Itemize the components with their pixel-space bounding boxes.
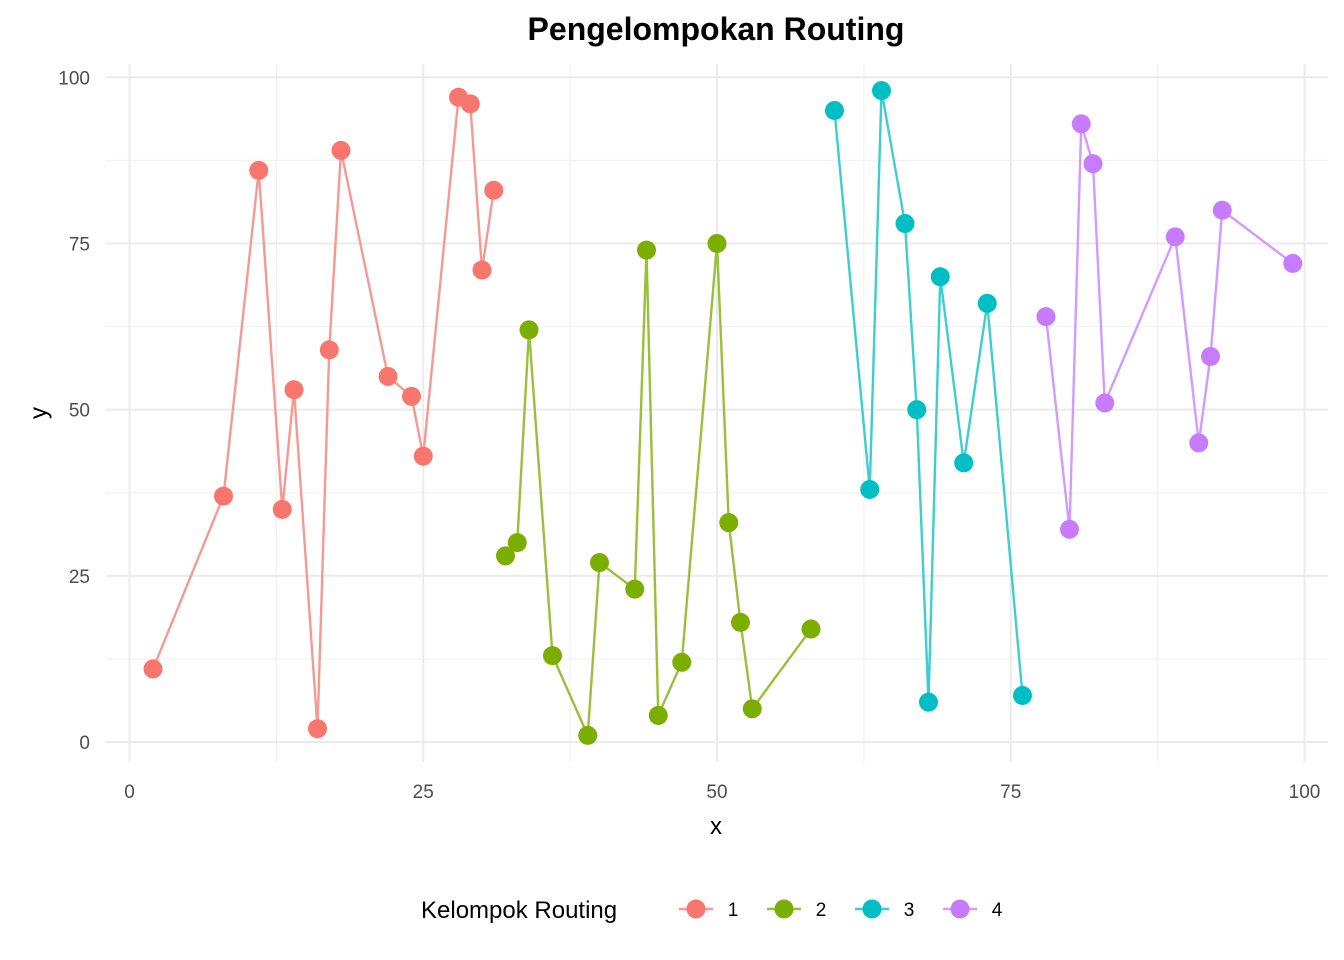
series-2-point [672,652,692,672]
series-1-point [143,659,163,679]
series-4-point [1095,393,1115,413]
series-points [143,81,1303,745]
series-4-point [1212,200,1232,220]
y-axis-title: y [25,407,52,419]
series-1-point [214,486,233,506]
legend-label: 2 [816,900,827,921]
legend: Kelompok Routing 1 2 3 4 [421,897,1003,924]
series-2-point [707,233,727,253]
series-4-point [1283,253,1303,273]
series-2-point [507,533,527,553]
series-3-point [1013,686,1032,706]
x-axis-title: x [710,813,722,840]
legend-key-point [774,899,794,919]
legend-key-point [862,899,882,919]
series-4-point [1189,433,1209,453]
y-tick-label: 25 [69,567,90,588]
series-2-point [590,553,609,573]
series-4-line [1044,122,1294,531]
series-1-point [402,386,421,406]
chart-title: Pengelompokan Routing [528,11,905,47]
legend-items: 1 2 3 4 [679,899,1003,921]
series-1-point [378,366,398,386]
series-4-point [1083,154,1103,174]
y-axis-ticks: 0 25 50 75 100 [58,68,90,754]
series-1-point [484,180,504,200]
y-tick-label: 75 [69,234,90,255]
series-3-point [919,692,938,712]
series-2-point [543,646,562,666]
series-2-point [578,725,598,745]
series-1-point [308,719,327,739]
series-2-point [496,546,515,566]
series-2-point [801,619,821,639]
y-tick-label: 50 [69,401,90,422]
legend-label: 1 [728,900,739,921]
x-tick-label: 25 [413,782,434,803]
series-2-point [742,699,762,719]
series-3-point [860,479,880,499]
series-3-point [907,400,927,420]
x-tick-label: 0 [124,782,135,803]
legend-key-point [950,899,970,919]
series-1-point [284,380,304,400]
series-1-point [460,94,480,114]
series-1-point [331,140,351,160]
legend-label: 3 [904,900,915,921]
legend-title: Kelompok Routing [421,897,617,924]
series-4-point [1060,519,1079,539]
series-1-point [272,499,292,519]
series-2-point [731,612,750,632]
y-tick-label: 0 [79,733,90,754]
legend-key-point [686,899,706,919]
series-2-point [519,320,539,340]
series-1-point [472,260,492,280]
series-2-point [625,579,645,599]
x-tick-label: 75 [1000,782,1021,803]
series-3-line [833,89,1024,704]
series-2-point [648,705,668,725]
series-1-point [413,446,433,466]
series-3-point [895,214,915,234]
series-3-point [977,293,997,313]
series-4-point [1036,307,1056,327]
series-2-point [637,240,656,260]
series-3-point [872,81,891,101]
series-3-point [930,267,950,287]
series-3-point [954,453,974,473]
series-1-point [249,160,269,180]
x-axis-ticks: 0 25 50 75 100 [124,782,1320,803]
series-4-point [1071,114,1091,134]
series-4-point [1201,346,1220,366]
series-4-point [1165,227,1185,247]
series-3-point [825,101,844,121]
series-1-point [319,340,339,360]
x-tick-label: 100 [1289,782,1321,803]
x-tick-label: 50 [706,782,727,803]
y-tick-label: 100 [58,68,90,89]
legend-label: 4 [992,900,1003,921]
series-2-point [719,513,739,533]
